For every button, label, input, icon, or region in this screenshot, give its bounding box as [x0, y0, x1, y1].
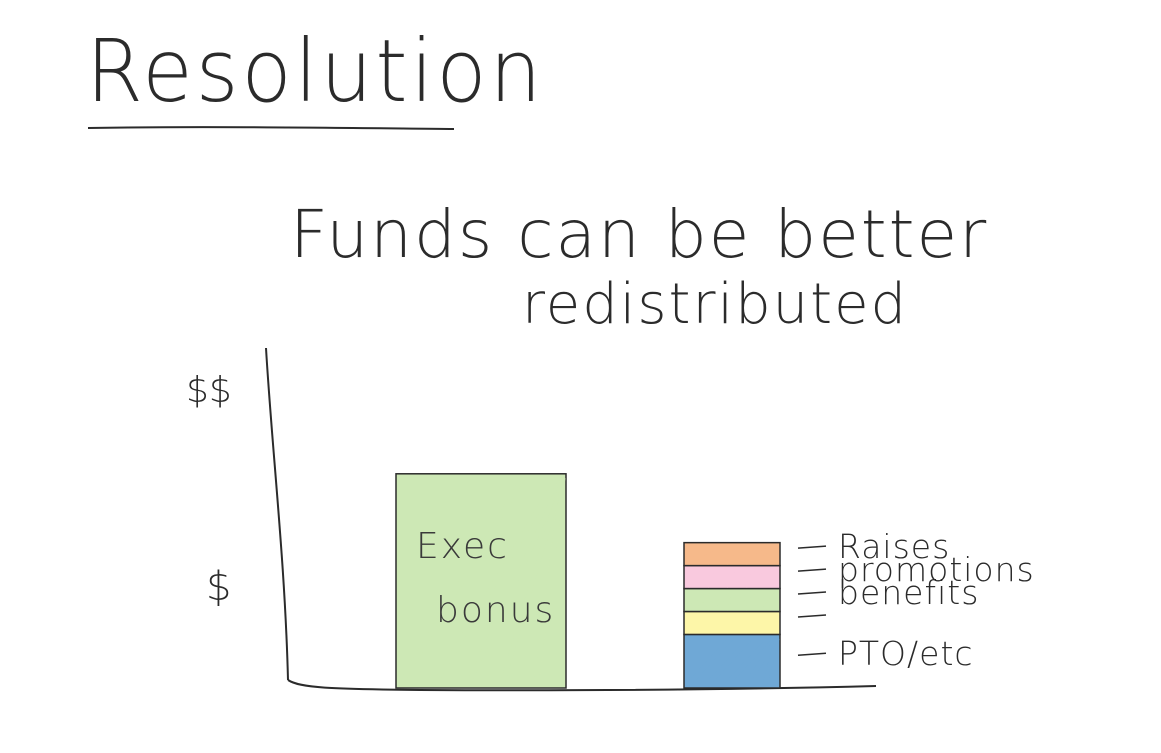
- scribble-stroke: [705, 636, 752, 687]
- scribble-stroke: [705, 613, 736, 634]
- scribble-stroke: [431, 476, 560, 687]
- segment-label: promotions: [838, 550, 1035, 589]
- scribble-stroke: [744, 590, 775, 611]
- y-tick-label: $: [206, 564, 231, 610]
- scribble-stroke: [499, 477, 566, 686]
- scribble-stroke: [744, 544, 775, 565]
- scribble-stroke: [725, 590, 756, 611]
- scribble-stroke: [686, 613, 717, 634]
- scribble-stroke: [725, 613, 756, 634]
- segment-leader-line: [797, 545, 827, 549]
- scribble-stroke: [686, 567, 717, 588]
- scribble-stroke: [725, 567, 756, 588]
- segment-leader-line: [797, 591, 827, 595]
- scribble-stroke: [533, 477, 566, 686]
- scribble-stroke: [762, 637, 780, 686]
- segment-label: PTO/etc: [838, 634, 974, 673]
- bar-label: bonus: [436, 590, 555, 631]
- scribble-stroke: [686, 590, 717, 611]
- y-ticks: $$$: [186, 370, 232, 610]
- scribble-stroke: [705, 544, 736, 565]
- subtitle-line-2: redistributed: [522, 272, 909, 337]
- scribble-stroke: [744, 613, 775, 634]
- scribble-stroke: [705, 590, 736, 611]
- scribble-stroke: [465, 476, 566, 687]
- y-tick-label: $$: [186, 370, 232, 411]
- scribble-stroke: [686, 636, 733, 687]
- scribble-stroke: [762, 591, 779, 611]
- scribble-stroke: [397, 476, 526, 687]
- heading-underline: [87, 126, 455, 130]
- heading: Resolution: [86, 22, 545, 122]
- segment-leader-line: [797, 652, 827, 656]
- scribble-stroke: [762, 545, 779, 565]
- scribble-stroke: [744, 567, 775, 588]
- scribble-stroke: [762, 568, 779, 588]
- scribble-stroke: [743, 637, 780, 687]
- scribble-stroke: [724, 636, 772, 687]
- scribble-stroke: [705, 567, 736, 588]
- x-axis: [287, 679, 877, 692]
- scribble-stroke: [686, 544, 717, 565]
- bar-label: Exec: [416, 526, 509, 567]
- subtitle-line-1: Funds can be better: [290, 196, 989, 273]
- scribble-stroke: [762, 613, 779, 633]
- segment-leader-line: [797, 568, 827, 572]
- segment-leader-line: [797, 614, 827, 618]
- segment-label: Raises: [838, 527, 950, 566]
- segment-label: benefits: [838, 573, 979, 612]
- scribble-stroke: [725, 544, 756, 565]
- y-axis: [265, 347, 289, 681]
